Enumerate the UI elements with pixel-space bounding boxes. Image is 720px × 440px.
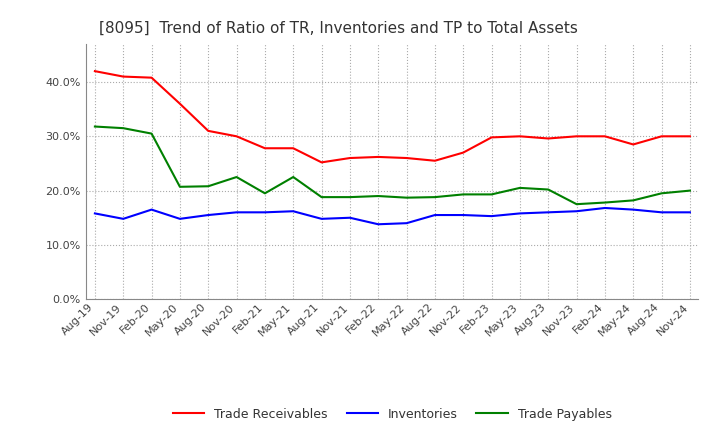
Trade Payables — [176, 184, 184, 190]
Trade Payables — [374, 194, 382, 199]
Inventories — [544, 210, 552, 215]
Trade Receivables — [233, 134, 241, 139]
Trade Payables — [318, 194, 326, 200]
Trade Receivables — [176, 101, 184, 106]
Inventories — [318, 216, 326, 221]
Trade Receivables — [657, 134, 666, 139]
Inventories — [600, 205, 609, 211]
Trade Receivables — [318, 160, 326, 165]
Trade Payables — [431, 194, 439, 200]
Trade Receivables — [204, 128, 212, 133]
Trade Payables — [119, 125, 127, 131]
Trade Payables — [402, 195, 411, 200]
Trade Receivables — [148, 75, 156, 81]
Inventories — [91, 211, 99, 216]
Inventories — [261, 210, 269, 215]
Inventories — [233, 210, 241, 215]
Inventories — [346, 215, 354, 220]
Trade Payables — [346, 194, 354, 200]
Trade Receivables — [516, 134, 524, 139]
Trade Payables — [261, 191, 269, 196]
Trade Payables — [459, 192, 467, 197]
Inventories — [204, 213, 212, 218]
Trade Payables — [233, 174, 241, 180]
Trade Receivables — [629, 142, 637, 147]
Inventories — [289, 209, 297, 214]
Trade Payables — [572, 202, 581, 207]
Inventories — [629, 207, 637, 212]
Trade Receivables — [572, 134, 581, 139]
Trade Receivables — [374, 154, 382, 160]
Inventories — [516, 211, 524, 216]
Trade Payables — [204, 183, 212, 189]
Inventories — [148, 207, 156, 212]
Inventories — [487, 213, 496, 219]
Line: Trade Receivables: Trade Receivables — [95, 71, 690, 162]
Trade Payables — [91, 124, 99, 129]
Trade Receivables — [91, 69, 99, 74]
Inventories — [374, 222, 382, 227]
Line: Trade Payables: Trade Payables — [95, 127, 690, 204]
Trade Receivables — [119, 74, 127, 79]
Inventories — [402, 220, 411, 226]
Trade Payables — [629, 198, 637, 203]
Text: [8095]  Trend of Ratio of TR, Inventories and TP to Total Assets: [8095] Trend of Ratio of TR, Inventories… — [99, 21, 577, 36]
Trade Receivables — [600, 134, 609, 139]
Trade Payables — [516, 185, 524, 191]
Trade Payables — [544, 187, 552, 192]
Inventories — [459, 213, 467, 218]
Trade Payables — [600, 200, 609, 205]
Inventories — [685, 210, 694, 215]
Trade Receivables — [431, 158, 439, 163]
Inventories — [657, 210, 666, 215]
Trade Receivables — [459, 150, 467, 155]
Trade Payables — [657, 191, 666, 196]
Trade Payables — [487, 192, 496, 197]
Trade Payables — [148, 131, 156, 136]
Trade Receivables — [261, 146, 269, 151]
Trade Receivables — [402, 155, 411, 161]
Inventories — [176, 216, 184, 221]
Trade Receivables — [289, 146, 297, 151]
Inventories — [119, 216, 127, 221]
Trade Payables — [685, 188, 694, 193]
Inventories — [572, 209, 581, 214]
Trade Receivables — [487, 135, 496, 140]
Legend: Trade Receivables, Inventories, Trade Payables: Trade Receivables, Inventories, Trade Pa… — [168, 403, 617, 425]
Line: Inventories: Inventories — [95, 208, 690, 224]
Inventories — [431, 213, 439, 218]
Trade Receivables — [346, 155, 354, 161]
Trade Payables — [289, 174, 297, 180]
Trade Receivables — [544, 136, 552, 141]
Trade Receivables — [685, 134, 694, 139]
